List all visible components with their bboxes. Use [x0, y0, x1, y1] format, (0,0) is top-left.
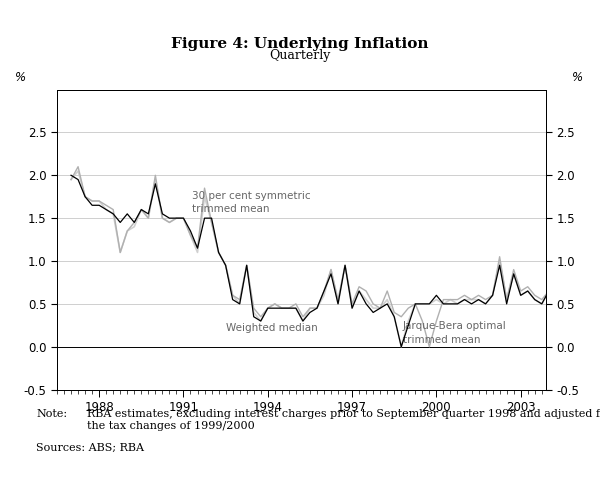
- Text: Quarterly: Quarterly: [269, 49, 331, 62]
- Text: Weighted median: Weighted median: [226, 323, 317, 333]
- Text: 30 per cent symmetric
trimmed mean: 30 per cent symmetric trimmed mean: [192, 191, 311, 214]
- Text: Jarque-Bera optimal
trimmed mean: Jarque-Bera optimal trimmed mean: [403, 321, 506, 345]
- Text: Sources: ABS; RBA: Sources: ABS; RBA: [36, 443, 144, 453]
- Text: Figure 4: Underlying Inflation: Figure 4: Underlying Inflation: [171, 37, 429, 51]
- Text: %: %: [15, 71, 26, 84]
- Text: Note:: Note:: [36, 409, 67, 419]
- Text: RBA estimates, excluding interest charges prior to September quarter 1998 and ad: RBA estimates, excluding interest charge…: [87, 409, 600, 431]
- Text: %: %: [572, 71, 583, 84]
